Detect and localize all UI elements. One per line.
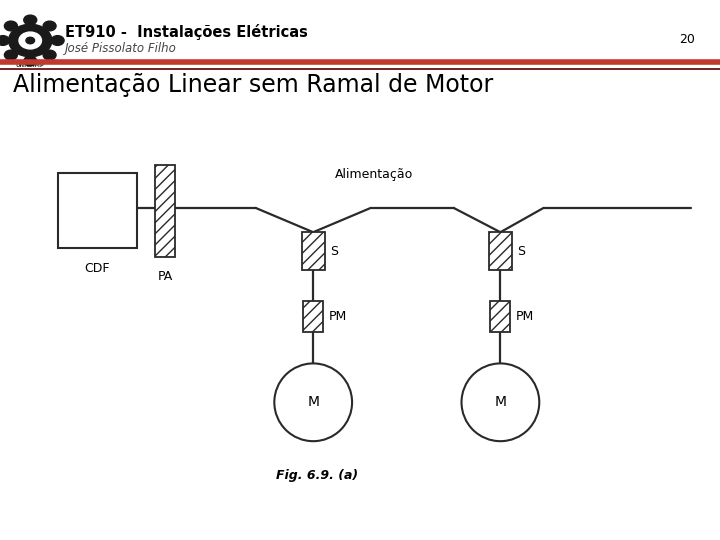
Bar: [58, 173, 137, 248]
Bar: [155, 165, 175, 256]
Text: José Pissolato Filho: José Pissolato Filho: [65, 42, 176, 55]
Text: PA: PA: [157, 270, 173, 283]
Circle shape: [24, 56, 37, 66]
Circle shape: [43, 50, 56, 60]
Circle shape: [0, 36, 9, 45]
Circle shape: [26, 37, 35, 44]
Text: CDF: CDF: [84, 262, 110, 275]
Bar: [303, 301, 323, 332]
Text: M: M: [307, 395, 319, 409]
Bar: [490, 301, 510, 332]
Text: S: S: [517, 245, 525, 258]
Circle shape: [43, 21, 56, 31]
Text: Alimentação Linear sem Ramal de Motor: Alimentação Linear sem Ramal de Motor: [13, 73, 493, 97]
Text: PM: PM: [328, 310, 346, 323]
Bar: [302, 232, 325, 270]
Ellipse shape: [274, 363, 352, 441]
Text: M: M: [495, 395, 506, 409]
Circle shape: [4, 50, 17, 60]
Text: Fig. 6.9. (a): Fig. 6.9. (a): [276, 469, 358, 482]
Text: ET910 -  Instalações Elétricas: ET910 - Instalações Elétricas: [65, 24, 307, 40]
Text: PM: PM: [516, 310, 534, 323]
Text: S: S: [330, 245, 338, 258]
Text: Alimentação: Alimentação: [336, 168, 413, 181]
Ellipse shape: [462, 363, 539, 441]
Bar: [489, 232, 512, 270]
Text: 20: 20: [679, 33, 695, 46]
Circle shape: [19, 32, 42, 49]
Circle shape: [51, 36, 64, 45]
Circle shape: [9, 24, 52, 57]
Circle shape: [24, 15, 37, 25]
Text: UNICAMP: UNICAMP: [16, 63, 45, 68]
Circle shape: [4, 21, 17, 31]
